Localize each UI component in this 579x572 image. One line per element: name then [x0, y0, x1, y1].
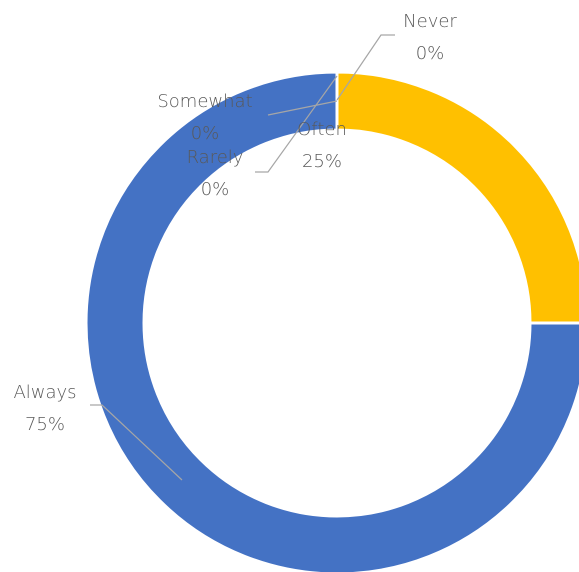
leader-line [336, 34, 395, 101]
leader-line [267, 100, 338, 116]
data-label-value: 0% [191, 123, 220, 144]
donut-slice [335, 70, 579, 325]
donut-slice [84, 70, 579, 572]
data-label-value: 0% [416, 43, 445, 64]
data-label-value: 75% [25, 414, 65, 435]
data-label-name: Never [403, 11, 457, 32]
data-label-name: Always [13, 382, 76, 403]
data-label-value: 25% [302, 151, 342, 172]
data-label-value: 0% [201, 179, 230, 200]
leader-line [90, 404, 183, 481]
leader-line [255, 75, 338, 173]
data-label-name: Somewhat [157, 91, 252, 112]
data-label-name: Often [297, 119, 347, 140]
data-label-name: Rarely [187, 147, 244, 168]
